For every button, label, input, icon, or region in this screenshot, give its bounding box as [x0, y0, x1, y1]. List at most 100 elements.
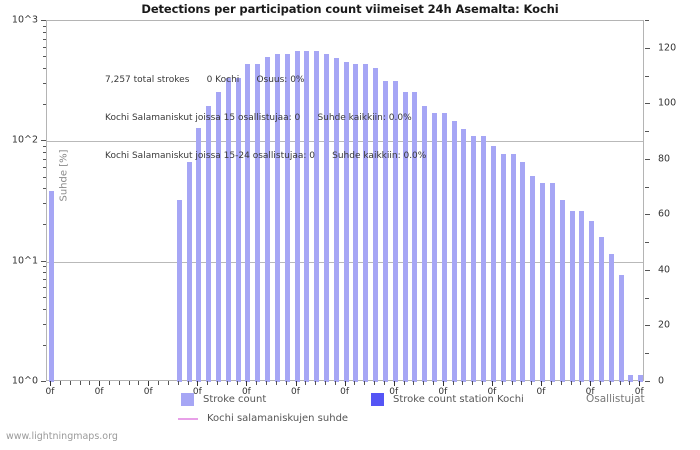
- x-tick-minor: [629, 381, 631, 385]
- x-tick-major: [541, 381, 542, 386]
- y-axis-right: 0 20 40 60 80 100 120: [644, 20, 700, 387]
- x-tick-label: 0f: [291, 387, 300, 397]
- bar: [422, 106, 428, 382]
- bar: [353, 64, 359, 382]
- bar: [412, 92, 418, 382]
- bar: [432, 113, 437, 382]
- x-tick-minor: [285, 381, 287, 385]
- bar: [392, 81, 398, 382]
- bar: [559, 200, 565, 382]
- x-tick-label: 0f: [487, 387, 497, 397]
- x-tick-major: [491, 381, 493, 386]
- bar: [294, 51, 300, 382]
- x-tick-minor: [128, 381, 130, 385]
- bar: [225, 78, 231, 382]
- y-tick-minor: [43, 224, 46, 225]
- bar: [451, 121, 457, 382]
- bar: [206, 106, 212, 382]
- legend-item[interactable]: Stroke count: [181, 393, 266, 406]
- y-tick-minor: [43, 203, 46, 204]
- y-tick-minor: [43, 32, 46, 33]
- x-axis-title: Osallistujat: [586, 393, 645, 405]
- y-tick-minor: [43, 104, 46, 105]
- bar: [304, 51, 310, 382]
- x-tick-minor: [334, 381, 336, 385]
- page-title: Detections per participation count viime…: [141, 2, 559, 16]
- x-tick-minor: [79, 381, 81, 385]
- bar: [245, 64, 251, 382]
- y-tick-label: 10^2: [11, 134, 38, 146]
- y-tick-minor: [43, 279, 46, 280]
- y-tick-minor: [43, 177, 46, 178]
- y-tick-minor: [43, 272, 46, 273]
- y-tick-label-right: 60: [658, 208, 671, 220]
- x-tick-major: [148, 381, 150, 386]
- bar: [628, 375, 634, 382]
- x-tick-major: [50, 381, 51, 386]
- x-tick-minor: [187, 381, 189, 385]
- y-tick-minor: [43, 324, 46, 325]
- y-tick-label-right: 40: [658, 264, 671, 276]
- x-tick-minor: [619, 381, 621, 385]
- x-tick-major: [590, 381, 592, 386]
- annotation-block: 7,257 total strokes 0 Kochi Osuus: 0% Ko…: [105, 49, 426, 188]
- legend-item[interactable]: Stroke count station Kochi: [371, 393, 524, 406]
- y-axis-right-title: Suhde [%]: [58, 149, 70, 202]
- x-tick-minor: [89, 381, 91, 385]
- y-tick-major-right: [645, 214, 650, 215]
- x-tick-minor: [383, 381, 385, 385]
- x-tick-minor: [266, 381, 267, 385]
- bars-layer: [47, 21, 644, 382]
- footer-watermark: www.lightningmaps.org: [6, 431, 118, 442]
- y-tick-minor: [43, 309, 46, 310]
- y-tick-minor: [43, 167, 46, 168]
- x-tick-minor: [511, 381, 513, 385]
- bar: [265, 57, 270, 382]
- legend-line-marker: [178, 417, 198, 420]
- x-tick-label: 0f: [192, 387, 202, 397]
- x-tick-minor: [599, 381, 601, 385]
- x-tick-minor: [452, 381, 454, 385]
- x-tick-minor: [570, 381, 572, 385]
- x-tick-major: [639, 381, 641, 386]
- x-tick-minor: [138, 381, 140, 385]
- x-tick-label: 0f: [143, 387, 153, 397]
- plot-area: 7,257 total strokes 0 Kochi Osuus: 0% Ko…: [46, 20, 644, 382]
- x-tick-major: [442, 381, 444, 386]
- x-tick-label: 0f: [389, 387, 399, 397]
- x-tick-minor: [364, 381, 366, 385]
- legend-item[interactable]: Kochi salamaniskujen suhde: [178, 413, 348, 424]
- bar: [274, 54, 280, 382]
- y-tick-minor: [43, 345, 46, 346]
- legend-label: Stroke count: [203, 394, 267, 405]
- legend-label: Kochi salamaniskujen suhde: [207, 413, 349, 424]
- bar: [284, 54, 290, 382]
- x-tick-minor: [374, 381, 376, 385]
- x-tick-minor: [108, 381, 110, 385]
- bar: [402, 92, 408, 382]
- x-tick-label: 0f: [585, 387, 595, 397]
- y-tick-major-right: [645, 103, 650, 104]
- x-tick-label: 0f: [340, 387, 350, 397]
- x-tick-minor: [482, 381, 484, 385]
- x-tick-minor: [315, 381, 317, 385]
- x-tick-major: [197, 381, 199, 386]
- bar: [324, 54, 329, 382]
- x-tick-minor: [275, 381, 277, 385]
- x-tick-minor: [305, 381, 307, 385]
- y-tick-minor: [43, 68, 46, 69]
- y-tick-minor: [43, 56, 46, 57]
- y-tick-minor: [43, 266, 46, 267]
- y-tick-major: [41, 20, 46, 21]
- y-tick-label-right: 100: [658, 97, 677, 109]
- bar: [461, 129, 467, 382]
- x-tick-minor: [472, 381, 474, 385]
- y-tick-major: [41, 261, 46, 262]
- y-tick-label-right: 80: [658, 153, 671, 165]
- x-tick-major: [295, 381, 297, 386]
- bar: [540, 183, 545, 382]
- y-tick-label: 10^3: [11, 14, 38, 26]
- y-tick-minor: [43, 26, 46, 27]
- x-tick-label: 0f: [45, 387, 55, 397]
- y-tick-minor: [43, 152, 46, 153]
